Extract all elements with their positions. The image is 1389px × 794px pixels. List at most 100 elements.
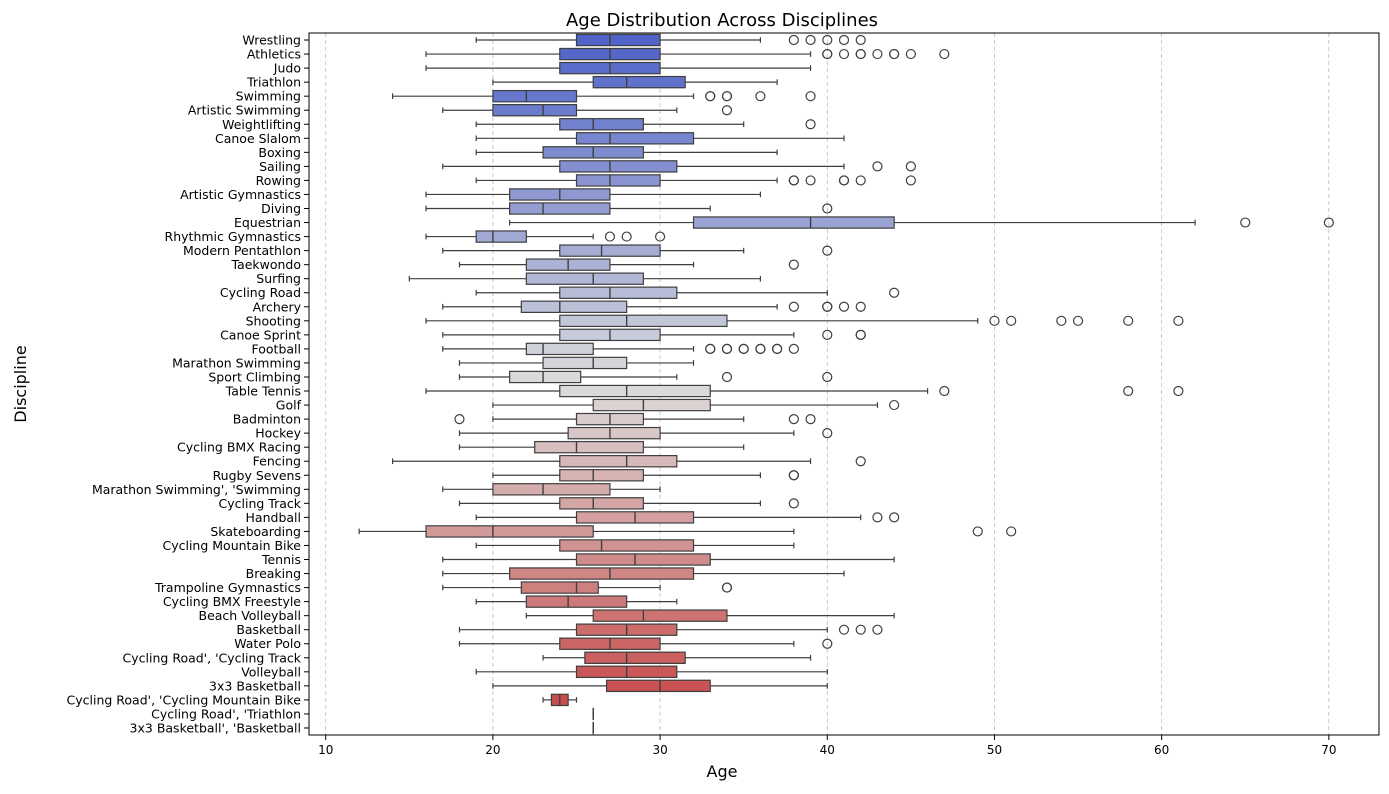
x-tick-label: 10 [318, 743, 333, 757]
box-group [459, 371, 831, 382]
y-tick-label: Cycling Road', 'Triathlon [151, 706, 301, 721]
y-tick-label: Marathon Swimming [172, 355, 301, 370]
box-group [443, 568, 844, 579]
y-tick-label: Tennis [261, 552, 301, 567]
y-tick-label: Rhythmic Gymnastics [165, 229, 301, 244]
x-tick-label: 50 [987, 743, 1002, 757]
box [526, 273, 643, 284]
outlier-point [1074, 316, 1083, 325]
box [577, 133, 694, 144]
box-group [426, 189, 760, 200]
box-group [476, 147, 777, 158]
y-tick-label: Football [252, 341, 301, 356]
box-group [393, 456, 866, 467]
y-tick-label: Cycling BMX Freestyle [163, 594, 301, 609]
outlier-point [856, 457, 865, 466]
box [493, 105, 577, 116]
y-tick-label: Cycling Track [219, 496, 302, 511]
box-group [510, 217, 1334, 228]
y-tick-label: Handball [246, 510, 301, 525]
box [493, 484, 610, 495]
y-tick-label: 3x3 Basketball [209, 678, 301, 693]
box-group [459, 259, 798, 270]
box [535, 442, 644, 453]
y-tick-label: Equestrian [234, 215, 301, 230]
box [521, 582, 598, 593]
outlier-point [940, 387, 949, 396]
box [577, 175, 661, 186]
box-group [426, 231, 665, 242]
y-tick-label: Cycling Road', 'Cycling Track [123, 650, 302, 665]
chart-title: Age Distribution Across Disciplines [566, 10, 878, 31]
y-tick-label: Swimming [236, 89, 301, 104]
box [560, 315, 727, 326]
y-tick-label: Cycling Road [220, 285, 301, 300]
outlier-point [1124, 316, 1133, 325]
box [543, 357, 627, 368]
outlier-point [806, 415, 815, 424]
y-tick-label: Beach Volleyball [199, 608, 302, 623]
outlier-point [722, 92, 731, 101]
box-marks [359, 34, 1333, 733]
y-tick-label: Rugby Sevens [213, 468, 301, 483]
outlier-point [789, 471, 798, 480]
box [560, 540, 694, 551]
outlier-point [1057, 316, 1066, 325]
box-group [476, 512, 898, 523]
box [510, 568, 694, 579]
box-group [459, 357, 693, 368]
outlier-point [773, 344, 782, 353]
box-group [476, 119, 815, 130]
outlier-point [873, 162, 882, 171]
outlier-point [722, 344, 731, 353]
y-tick-label: Fencing [253, 454, 301, 469]
outlier-point [1174, 316, 1183, 325]
y-tick-label: Taekwondo [230, 257, 301, 272]
y-tick-label: Shooting [246, 313, 301, 328]
box-group [359, 526, 1016, 537]
outlier-point [840, 176, 849, 185]
outlier-point [1124, 387, 1133, 396]
box [577, 554, 711, 565]
outlier-point [806, 176, 815, 185]
box-group [493, 680, 827, 691]
x-tick-label: 70 [1321, 743, 1336, 757]
outlier-point [840, 302, 849, 311]
y-tick-label: Modern Pentathlon [183, 243, 301, 258]
outlier-point [756, 92, 765, 101]
box-group [443, 484, 660, 495]
box-group [476, 540, 794, 551]
box [577, 34, 661, 45]
y-tick-label: Canoe Sprint [220, 327, 301, 342]
outlier-point [722, 583, 731, 592]
box [585, 652, 685, 663]
outlier-point [605, 232, 614, 241]
y-tick-label: Artistic Gymnastics [180, 187, 301, 202]
outlier-point [789, 260, 798, 269]
x-tick-label: 30 [652, 743, 667, 757]
y-tick-label: Archery [253, 299, 302, 314]
box [593, 77, 685, 88]
outlier-point [706, 344, 715, 353]
box-group [476, 596, 677, 607]
y-axis-ticks: WrestlingAthleticsJudoTriathlonSwimmingA… [67, 33, 309, 736]
box-group [443, 554, 894, 565]
box [560, 498, 644, 509]
outlier-point [856, 50, 865, 59]
outlier-point [890, 288, 899, 297]
outlier-point [739, 344, 748, 353]
outlier-point [1007, 316, 1016, 325]
box-group [493, 470, 798, 481]
y-tick-label: Sport Climbing [208, 369, 301, 384]
outlier-point [455, 415, 464, 424]
x-tick-label: 40 [820, 743, 835, 757]
box-group [443, 329, 865, 340]
y-tick-label: Triathlon [246, 75, 301, 90]
y-tick-label: Badminton [233, 412, 301, 427]
y-tick-label: Skateboarding [210, 524, 301, 539]
y-tick-label: Cycling Mountain Bike [162, 538, 301, 553]
box-group [426, 62, 811, 73]
y-tick-label: Sailing [259, 159, 301, 174]
outlier-point [840, 50, 849, 59]
